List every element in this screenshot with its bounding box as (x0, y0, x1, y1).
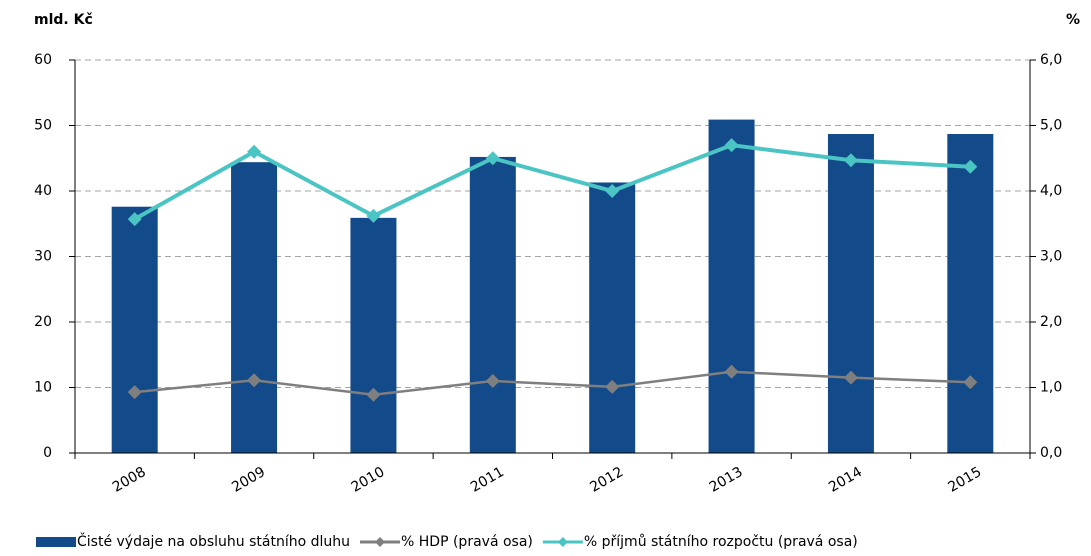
bar (231, 162, 278, 453)
line-marker (724, 138, 739, 153)
y2-tick-label: 6,0 (1040, 52, 1062, 68)
bar (589, 182, 636, 454)
y2-tick-label: 5,0 (1040, 118, 1062, 134)
line-marker (843, 370, 858, 385)
line-marker (247, 144, 262, 159)
legend-label: Čisté výdaje na obsluhu státního dluhu (77, 532, 350, 550)
y-tick-label: 30 (34, 249, 52, 265)
line-marker (127, 212, 142, 227)
x-tick-label: 2013 (707, 464, 746, 496)
bar (469, 156, 516, 453)
line (133, 143, 971, 221)
legend-marker (557, 537, 568, 547)
line-marker (366, 387, 381, 402)
x-tick-label: 2012 (587, 464, 626, 496)
legend-marker (375, 537, 386, 547)
y2-tick-label: 0,0 (1040, 445, 1062, 461)
line-marker (605, 184, 620, 198)
line-marker (485, 373, 500, 388)
line-marker (843, 153, 858, 168)
bar (947, 134, 994, 453)
y-tick-label: 10 (34, 380, 52, 396)
y2-tick-label: 2,0 (1040, 314, 1062, 330)
x-tick-label: 2014 (826, 464, 865, 496)
x-tick-label: 2010 (349, 464, 388, 496)
y-tick-label: 50 (34, 118, 52, 134)
y-tick-label: 40 (34, 183, 52, 199)
line-marker (485, 151, 500, 166)
line-marker (366, 208, 381, 223)
line-marker (247, 373, 262, 388)
line-marker (963, 375, 978, 390)
bar (111, 206, 158, 453)
y-tick-label: 20 (34, 314, 52, 330)
x-tick-label: 2011 (468, 464, 507, 496)
line-marker (724, 364, 739, 379)
y2-tick-label: 4,0 (1040, 183, 1062, 199)
bar (827, 134, 874, 453)
y2-tick-label: 3,0 (1040, 249, 1062, 265)
y2-tick-label: 1,0 (1040, 380, 1062, 396)
line-marker (963, 159, 978, 174)
line (134, 370, 971, 396)
legend-label: % příjmů státního rozpočtu (pravá osa) (584, 534, 858, 550)
x-tick-label: 2009 (229, 464, 268, 496)
legend-swatch (36, 537, 76, 547)
y-axis-title: mld. Kč (34, 12, 93, 28)
line-marker (605, 379, 620, 394)
legend-label: % HDP (pravá osa) (401, 534, 533, 550)
line-marker (127, 385, 142, 400)
y2-axis-title: % (1066, 12, 1080, 28)
y-tick-label: 60 (34, 52, 52, 68)
x-tick-label: 2015 (945, 464, 984, 496)
x-tick-label: 2008 (110, 464, 149, 496)
bar (350, 217, 397, 453)
y-tick-label: 0 (43, 445, 52, 461)
bar (708, 119, 755, 453)
